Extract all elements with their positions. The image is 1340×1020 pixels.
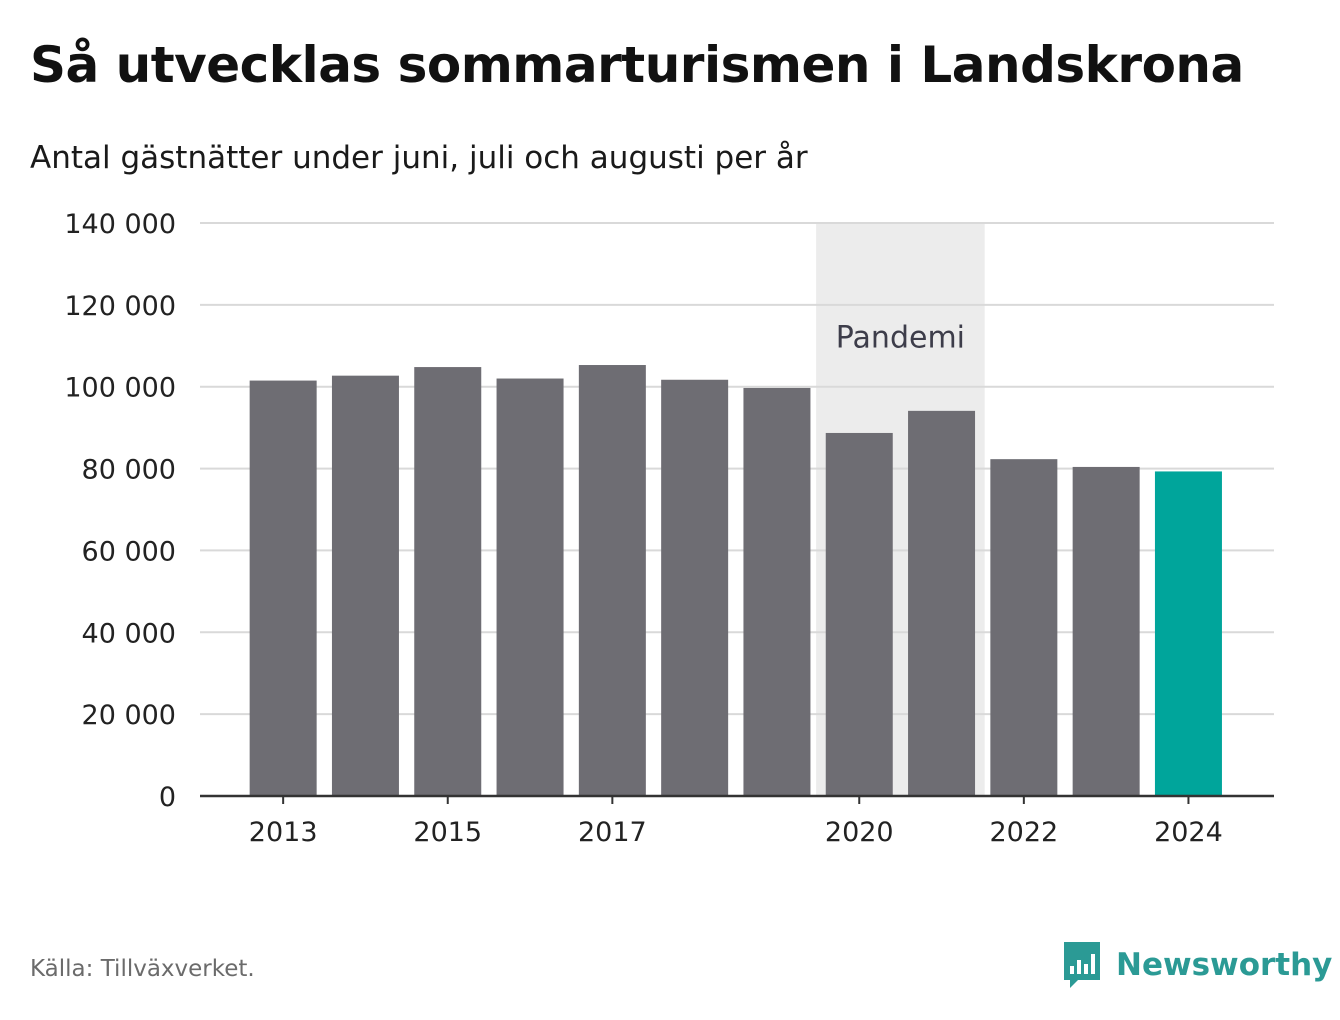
x-tick-label: 2020: [825, 817, 894, 848]
bar-2024: [1154, 471, 1222, 796]
bar-2020: [825, 432, 893, 796]
bar-chart-logo-icon: [1064, 942, 1100, 988]
y-tick-label: 120 000: [64, 291, 176, 322]
bar-2013: [249, 380, 317, 796]
y-tick-label: 20 000: [82, 700, 176, 731]
y-tick-label: 80 000: [82, 455, 176, 486]
bar-2022: [990, 459, 1058, 796]
brand-name: Newsworthy: [1116, 947, 1333, 983]
y-tick-label: 100 000: [64, 373, 176, 404]
chart-title: Så utvecklas sommarturismen i Landskrona: [30, 36, 1244, 94]
bar-2014: [331, 375, 399, 796]
bar-2021: [908, 410, 976, 796]
y-tick-label: 140 000: [64, 209, 176, 240]
bar-chart: 0 20 000 40 000 60 000 80 000 100 000 120 000 1…: [64, 209, 1274, 848]
bar-2018: [661, 379, 729, 796]
bar-2015: [414, 367, 482, 796]
annotation-label: Pandemi: [836, 321, 965, 356]
y-tick-label: 60 000: [82, 536, 176, 567]
source-note: Källa: Tillväxverket.: [30, 956, 255, 982]
brand-logo[interactable]: Newsworthy: [1062, 940, 1332, 990]
chart-subtitle: Antal gästnätter under juni, juli och au…: [30, 140, 808, 176]
x-tick-label: 2017: [578, 817, 647, 848]
y-tick-label: 40 000: [82, 618, 176, 649]
x-tick-label: 2013: [249, 817, 318, 848]
x-tick-label: 2022: [989, 817, 1058, 848]
bar-2016: [496, 378, 564, 796]
bar-2017: [578, 365, 646, 796]
y-tick-label: 0: [159, 782, 176, 813]
bar-2023: [1072, 466, 1140, 796]
x-tick-label: 2024: [1154, 817, 1223, 848]
x-tick-label: 2015: [413, 817, 482, 848]
bar-2019: [743, 387, 811, 796]
